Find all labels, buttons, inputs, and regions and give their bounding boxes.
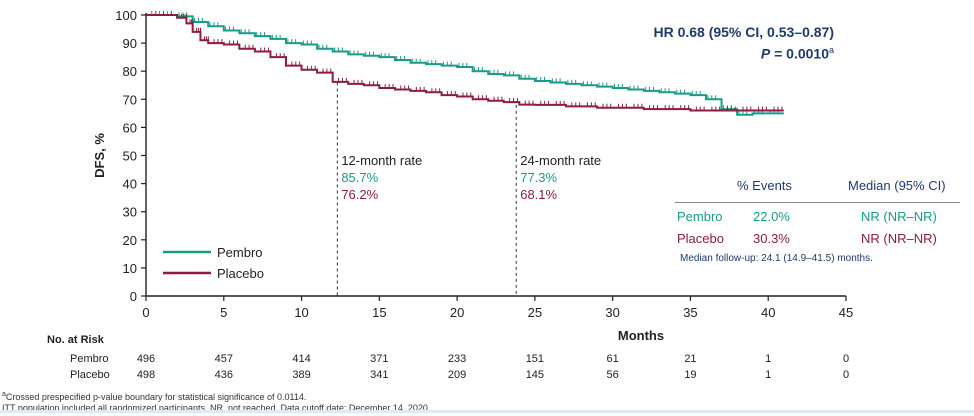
risk-row-label: Pembro (70, 353, 109, 365)
risk-cell: 498 (136, 369, 156, 381)
p-label: P (760, 45, 771, 62)
risk-cell: 151 (525, 353, 545, 365)
y-tick-label: 90 (123, 36, 137, 51)
p-value: = 0.0010 (770, 45, 829, 62)
p-value-line: P = 0.0010a (600, 41, 834, 63)
y-axis-label: DFS, % (92, 133, 107, 178)
y-tick-label: 100 (115, 8, 137, 23)
risk-cell: 0 (842, 369, 850, 381)
x-tick-label: 10 (294, 305, 308, 320)
events-table-header: % Events Median (95% CI) (675, 178, 960, 203)
legend-label-placebo: Placebo (217, 266, 264, 281)
x-tick-label: 30 (605, 305, 619, 320)
rate-pembro-value: 85.7% (341, 170, 378, 185)
y-tick-label: 20 (123, 233, 137, 248)
events-row-name: Pembro (677, 209, 723, 224)
chart-axes: 0 10 20 30 40 50 60 70 80 90 100 0 5 10 15 20 25 30 35 40 45… (92, 8, 853, 343)
hazard-ratio-text: HR 0.68 (95% CI, 0.53–0.87) (653, 24, 834, 40)
x-tick-label: 40 (761, 305, 775, 320)
rate-placebo-value: 68.1% (520, 187, 557, 202)
risk-cell: 389 (292, 369, 311, 381)
risk-cell: 19 (684, 369, 697, 381)
chart-curves (146, 11, 784, 116)
risk-cell: 371 (370, 353, 389, 365)
events-col-header: % Events (737, 178, 792, 193)
events-table: % Events Median (95% CI) Pembro 22.0% NR… (675, 178, 960, 255)
y-tick-label: 40 (123, 177, 137, 192)
footnote-a-mark: a (2, 391, 6, 398)
x-axis-label: Months (618, 328, 664, 343)
p-footnote-mark: a (828, 45, 834, 55)
y-tick-label: 30 (123, 205, 137, 220)
x-tick-label: 15 (372, 305, 386, 320)
y-tick-label: 0 (130, 289, 137, 304)
rate-placebo-value: 76.2% (341, 187, 378, 202)
risk-cell: 21 (684, 353, 697, 365)
x-tick-label: 0 (142, 305, 149, 320)
events-row-median: NR (NR–NR) (861, 231, 937, 246)
events-row-median: NR (NR–NR) (861, 209, 937, 224)
events-row-placebo: Placebo 30.3% NR (NR–NR) (675, 231, 960, 257)
km-curve-pembro (146, 14, 784, 116)
median-follow-up: Median follow-up: 24.1 (14.9–41.5) month… (680, 253, 873, 264)
events-row-name: Placebo (677, 231, 724, 246)
risk-cell: 61 (606, 353, 619, 365)
risk-row-label: Placebo (70, 369, 110, 381)
chart-legend: Pembro Placebo (163, 245, 264, 281)
legend-label-pembro: Pembro (217, 245, 263, 260)
footnote-a: aCrossed prespecified p-value boundary f… (2, 391, 306, 402)
risk-cell: 1 (765, 369, 772, 381)
footnote-a-text: Crossed prespecified p-value boundary fo… (5, 392, 307, 402)
chart-annotations: 12-month rate 85.7% 76.2% 24-month rate 77.3… (336, 82, 601, 296)
km-curve-placebo (146, 14, 784, 112)
risk-cell: 145 (525, 369, 545, 381)
rate-label: 12-month rate (341, 153, 422, 168)
risk-cell: 414 (292, 353, 311, 365)
x-tick-label: 45 (839, 305, 853, 320)
risk-cell: 209 (447, 369, 467, 381)
y-tick-label: 10 (123, 261, 137, 276)
rate-pembro-value: 77.3% (520, 170, 557, 185)
risk-cell: 341 (370, 369, 389, 381)
x-tick-label: 20 (450, 305, 464, 320)
bottom-rule (0, 410, 974, 413)
events-row-pct: 30.3% (753, 231, 790, 246)
events-row-pct: 22.0% (753, 209, 790, 224)
footnote-b: ITT population included all randomized p… (2, 403, 431, 413)
risk-table-title: No. at Risk (47, 334, 104, 346)
risk-cell: 436 (214, 369, 233, 381)
x-tick-label: 25 (528, 305, 542, 320)
rate-label: 24-month rate (520, 153, 601, 168)
risk-cell: 233 (447, 353, 467, 365)
risk-cell: 1 (765, 353, 772, 365)
median-col-header: Median (95% CI) (848, 178, 946, 193)
y-tick-label: 70 (123, 92, 137, 107)
y-tick-label: 80 (123, 64, 137, 79)
hazard-ratio-box: HR 0.68 (95% CI, 0.53–0.87) P = 0.0010a (600, 23, 834, 63)
risk-cell: 56 (606, 369, 619, 381)
risk-cell: 457 (214, 353, 233, 365)
x-tick-label: 35 (683, 305, 697, 320)
x-tick-label: 5 (220, 305, 227, 320)
y-tick-label: 60 (123, 120, 137, 135)
y-tick-label: 50 (123, 149, 137, 164)
risk-cell: 0 (842, 353, 850, 365)
events-row-pembro: Pembro 22.0% NR (NR–NR) (675, 209, 960, 235)
risk-cell: 496 (136, 353, 156, 365)
